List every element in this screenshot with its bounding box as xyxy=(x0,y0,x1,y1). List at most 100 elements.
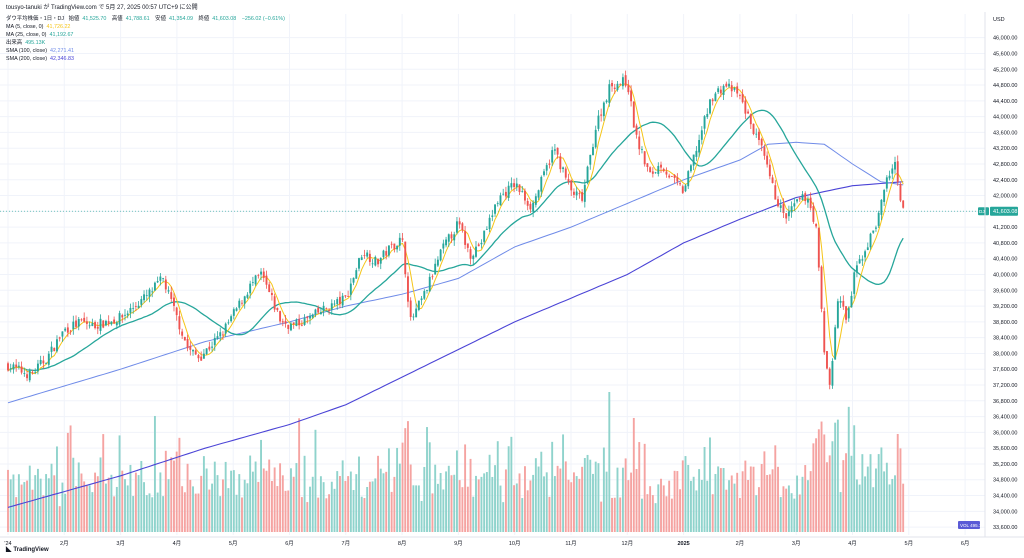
legend-indicator-volume[interactable]: 出来高 495.13K xyxy=(6,39,288,47)
candle-body xyxy=(450,234,453,239)
legend-indicator-sma100[interactable]: SMA (100, close) 42,271.41 xyxy=(6,47,288,55)
candle-body xyxy=(398,237,401,246)
volume-bar xyxy=(665,496,668,532)
volume-bar xyxy=(725,489,728,532)
candle-body xyxy=(94,322,97,329)
legend-indicator-sma200[interactable]: SMA (200, close) 42,346.83 xyxy=(6,55,288,63)
volume-bar xyxy=(608,392,611,532)
candle-body xyxy=(477,244,480,247)
volume-bar xyxy=(390,491,393,532)
volume-bar xyxy=(766,474,769,532)
candle-body xyxy=(698,140,701,153)
volume-bar xyxy=(845,453,847,532)
volume-bar xyxy=(257,481,260,532)
tradingview-logo[interactable]: ◣ TradingView xyxy=(6,545,49,553)
candle-body xyxy=(529,203,532,210)
volume-bar xyxy=(888,484,891,532)
volume-bar xyxy=(265,470,268,532)
volume-bar xyxy=(355,474,358,532)
volume-bar xyxy=(205,468,208,532)
candle-body xyxy=(26,374,28,379)
volume-bar xyxy=(758,487,760,532)
volume-bar xyxy=(164,450,167,532)
volume-bar xyxy=(684,456,687,532)
volume-bar xyxy=(839,492,842,532)
x-tick-label: 3月 xyxy=(116,540,125,547)
candle-body xyxy=(779,205,782,208)
candle-body xyxy=(488,217,491,230)
symbol-title[interactable]: ダウ平均株価・1日・DJ xyxy=(6,16,65,22)
volume-bar xyxy=(524,466,526,532)
volume-bar xyxy=(102,434,105,532)
volume-bar xyxy=(717,466,720,532)
legend-indicator-ma5[interactable]: MA (5, close, 0) 41,726.22 xyxy=(6,23,288,31)
candle-body xyxy=(58,337,61,339)
candle-body xyxy=(12,364,15,370)
candle-body xyxy=(175,307,178,316)
candle-body xyxy=(113,319,116,324)
volume-bar xyxy=(379,468,382,532)
candle-body xyxy=(619,84,622,86)
volume-bar xyxy=(262,468,265,532)
volume-bar xyxy=(254,461,257,532)
volume-bar xyxy=(72,457,75,532)
candle-body xyxy=(192,349,194,352)
candle-body xyxy=(91,323,94,327)
candle-body xyxy=(137,305,140,308)
volume-bar xyxy=(602,447,605,532)
legend-indicator-ma25[interactable]: MA (25, close, 0) 41,192.67 xyxy=(6,31,288,39)
candle-body xyxy=(118,313,121,325)
last-price-label: 41,603.08 xyxy=(993,209,1017,215)
candle-body xyxy=(828,368,831,385)
volume-bar xyxy=(624,458,627,532)
candle-body xyxy=(7,363,9,371)
candle-body xyxy=(99,318,102,331)
volume-bar xyxy=(774,445,777,532)
volume-bar xyxy=(99,457,102,532)
volume-bar xyxy=(809,471,812,532)
indicator-label: SMA (100, close) xyxy=(6,48,48,54)
volume-bar xyxy=(559,468,562,532)
indicator-value: 41,726.22 xyxy=(46,24,71,30)
candle-body xyxy=(412,316,415,318)
x-tick-label: 5月 xyxy=(229,540,238,547)
volume-bar xyxy=(572,472,575,532)
candle-body xyxy=(80,319,83,321)
candle-body xyxy=(132,307,135,309)
candle-body xyxy=(270,292,273,296)
candle-body xyxy=(755,133,758,135)
candle-body xyxy=(760,138,763,146)
volume-bar xyxy=(673,470,676,532)
indicator-value: 42,271.41 xyxy=(50,48,75,54)
volume-bar xyxy=(458,480,461,532)
volume-bar xyxy=(295,463,298,532)
candle-body xyxy=(235,308,238,311)
volume-bar xyxy=(85,485,88,532)
candle-body xyxy=(447,234,450,242)
volume-bar xyxy=(129,464,132,532)
volume-bar xyxy=(494,465,496,532)
candle-body xyxy=(453,234,456,241)
candle-body xyxy=(415,308,418,318)
volume-bar xyxy=(132,496,135,532)
candle-body xyxy=(107,321,110,324)
candle-body xyxy=(711,99,714,102)
candle-body xyxy=(543,171,545,176)
volume-bar xyxy=(613,497,616,532)
candle-body xyxy=(806,199,809,203)
candle-body xyxy=(817,227,820,268)
candle-body xyxy=(524,190,526,201)
x-tick-label: 6月 xyxy=(285,540,294,547)
volume-bar xyxy=(736,472,739,532)
volume-bar xyxy=(434,464,437,532)
candle-body xyxy=(494,204,496,214)
volume-bar xyxy=(600,501,603,532)
candle-body xyxy=(782,204,785,214)
volume-bar xyxy=(96,476,99,532)
candle-body xyxy=(77,319,80,327)
candle-body xyxy=(325,308,328,310)
volume-bar xyxy=(349,471,352,532)
volume-bar xyxy=(752,466,755,532)
y-tick-label: 45,200.00 xyxy=(993,67,1017,73)
